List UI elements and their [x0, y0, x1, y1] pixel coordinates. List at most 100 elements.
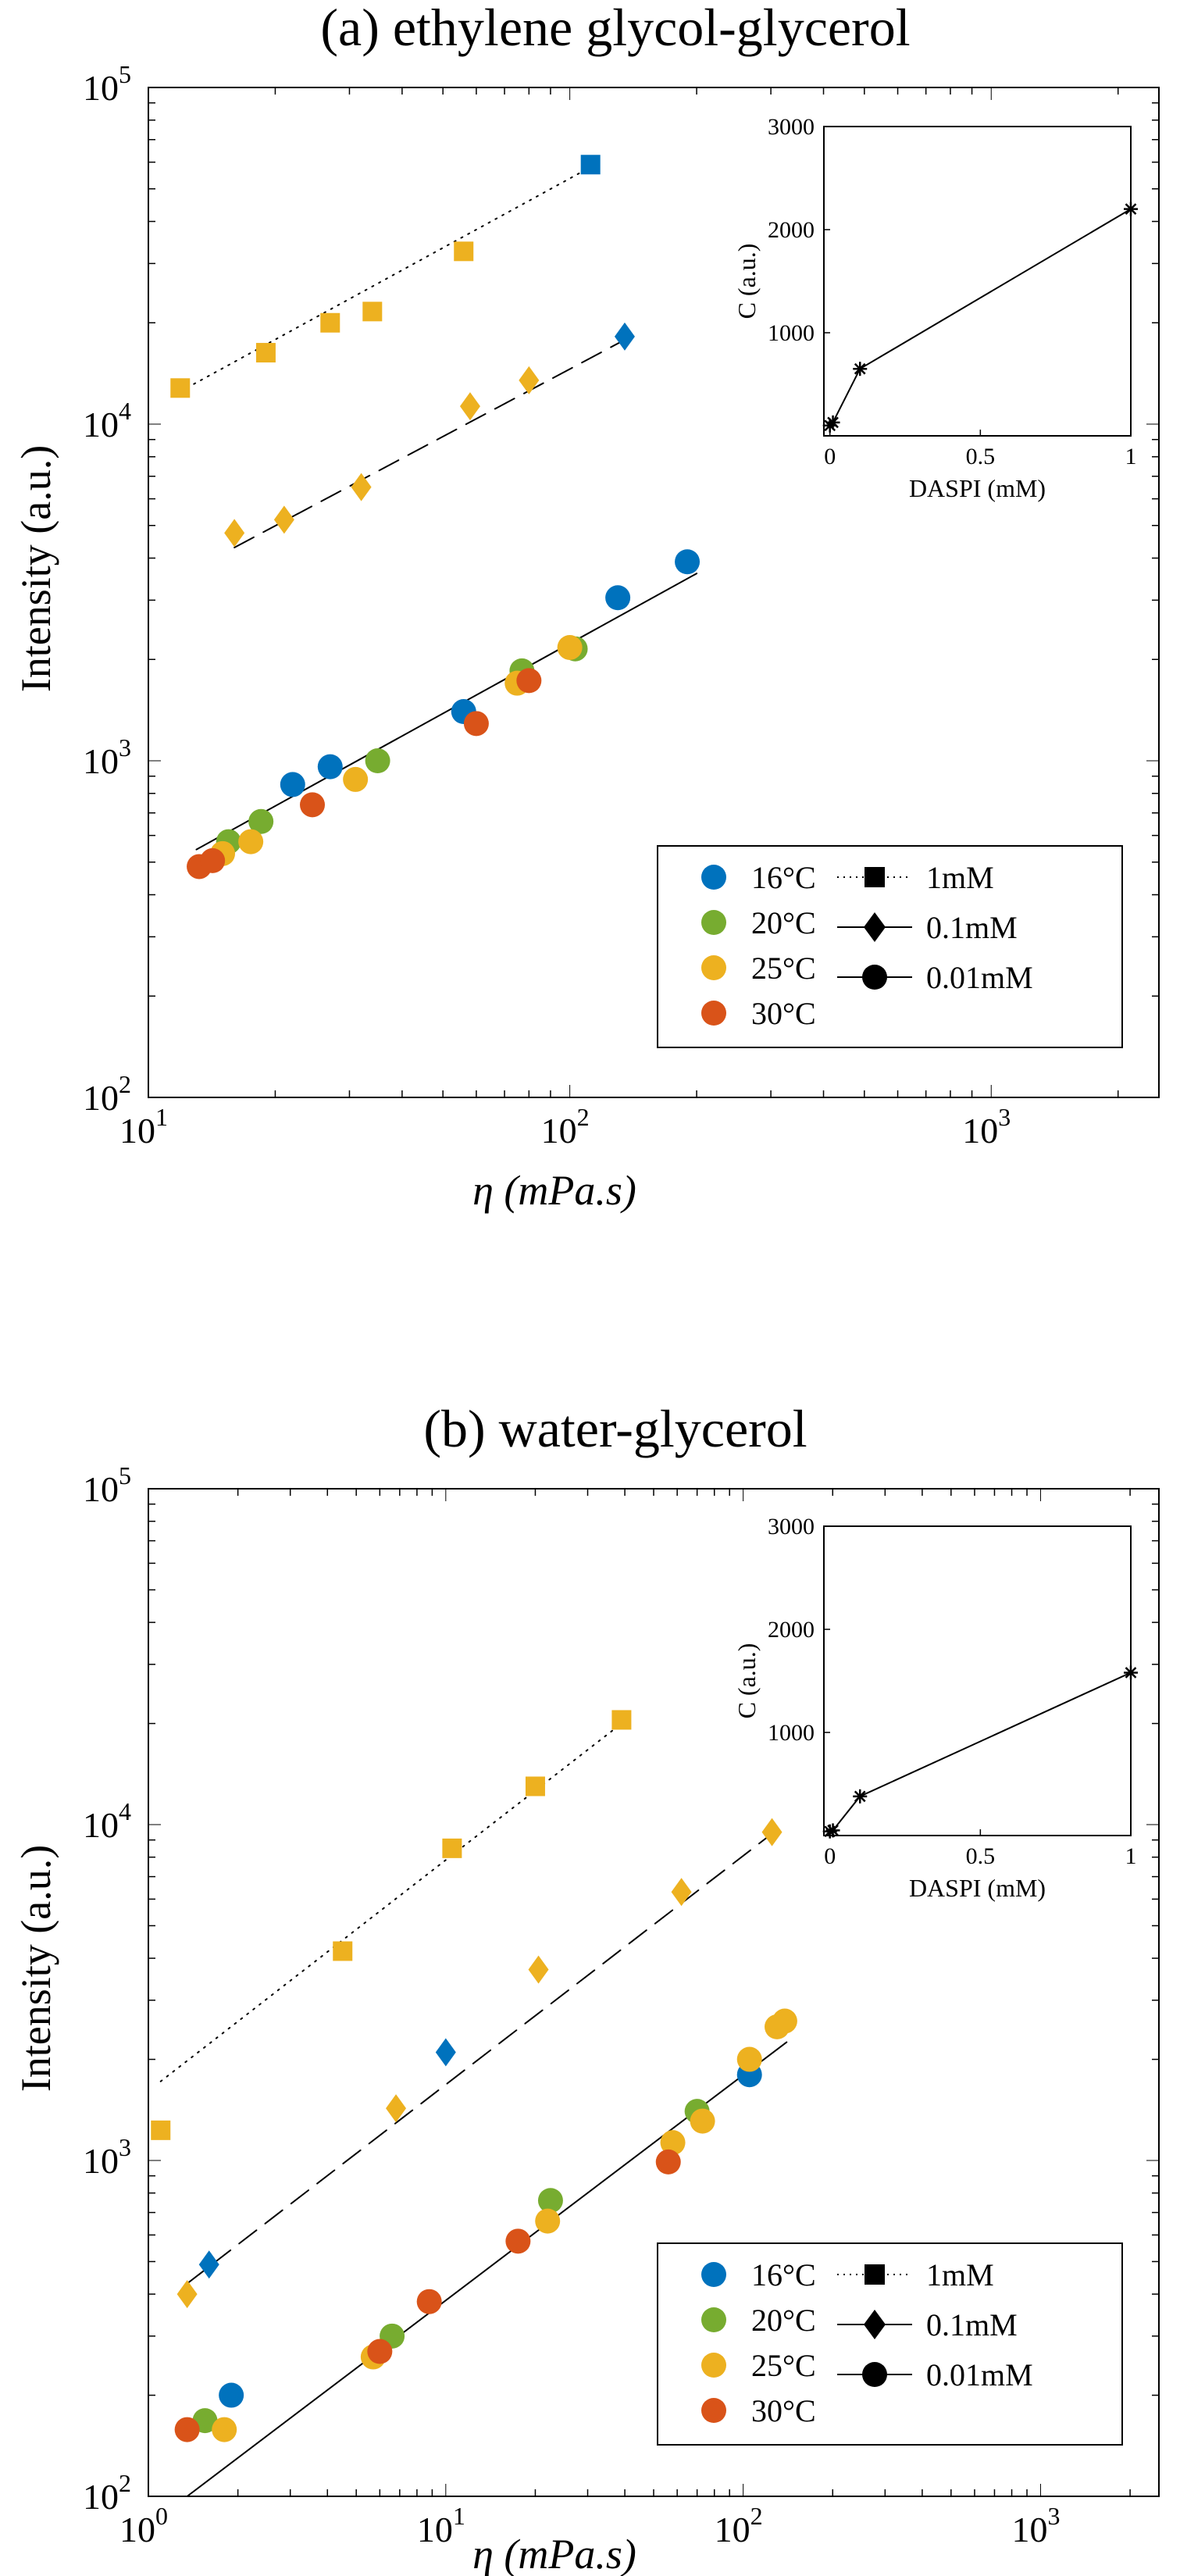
- data-point-0.1mM-25C: [528, 1955, 549, 1984]
- data-point-0.01mM-20C: [248, 808, 274, 834]
- y-tick-exponent: 4: [119, 1797, 131, 1825]
- y-tick-exponent: 2: [119, 1070, 131, 1098]
- data-point-1mM-25C: [255, 343, 276, 363]
- x-tick-base: 10: [1011, 2510, 1047, 2549]
- inset-point: [1124, 202, 1138, 216]
- legend-conc-label: 0.01mM: [926, 2357, 1033, 2392]
- panel-a-title: (a) ethylene glycol-glycerol: [320, 0, 910, 57]
- y-tick-exponent: 3: [119, 733, 131, 762]
- data-point-1mM-25C: [442, 1838, 462, 1858]
- x-tick-label: 103: [962, 1103, 1011, 1151]
- x-tick-label: 102: [541, 1103, 590, 1151]
- legend-temp-label: 25°C: [751, 2348, 816, 2383]
- data-point-0.01mM-16C: [280, 772, 305, 797]
- legend-marker-diamond: [864, 912, 886, 942]
- inset-x-tick-label: 0: [824, 444, 836, 469]
- x-tick-base: 10: [417, 2510, 453, 2549]
- y-tick-base: 10: [83, 2141, 119, 2181]
- x-tick-base: 10: [119, 1111, 155, 1151]
- legend-swatch-25C: [701, 2353, 726, 2378]
- inset-y-tick-label: 3000: [768, 114, 815, 140]
- inset-y-label: C (a.u.): [733, 244, 761, 319]
- inset-y-tick-label: 2000: [768, 217, 815, 243]
- data-point-1mM-25C: [151, 2120, 171, 2140]
- panel-b-x-axis-label: η (mPa.s): [472, 2531, 636, 2576]
- y-tick-base: 10: [83, 1078, 119, 1118]
- data-point-1mM-25C: [362, 301, 383, 322]
- y-tick-base: 10: [83, 1469, 119, 1509]
- panel-a-x-axis-label: η (mPa.s): [472, 1167, 636, 1214]
- y-tick-base: 10: [83, 405, 119, 444]
- inset-x-label: DASPI (mM): [909, 474, 1046, 502]
- inset-y-label: C (a.u.): [733, 1643, 761, 1719]
- data-point-0.01mM-25C: [660, 2130, 686, 2156]
- x-tick-label: 102: [715, 2502, 763, 2549]
- data-point-0.1mM-25C: [519, 366, 540, 394]
- legend-conc-label: 0.1mM: [926, 2307, 1018, 2342]
- panel-a-legend: 16°C 20°C 25°C 30°C 1mM 0.1mM 0.01mM: [657, 845, 1123, 1048]
- data-point-0.01mM-25C: [557, 634, 583, 660]
- data-point-0.1mM-25C: [459, 392, 480, 421]
- legend-conc-label: 1mM: [926, 860, 994, 895]
- legend-marker-square: [865, 867, 885, 887]
- x-tick-exponent: 1: [155, 1103, 168, 1131]
- data-point-1mM-16C: [580, 155, 601, 175]
- data-point-0.1mM-25C: [761, 1818, 783, 1846]
- x-tick-base: 10: [715, 2510, 750, 2549]
- y-tick-label: 102: [83, 1070, 131, 1118]
- legend-marker-square: [865, 2264, 885, 2285]
- data-point-0.01mM-30C: [655, 2149, 681, 2175]
- data-point-1mM-25C: [454, 241, 474, 262]
- data-point-0.01mM-25C: [343, 766, 369, 792]
- inset-star-stroke: [827, 1825, 839, 1836]
- inset-frame: [823, 126, 1132, 437]
- legend-conc-label: 0.1mM: [926, 910, 1018, 945]
- data-point-0.01mM-25C: [238, 829, 264, 855]
- fit-line-0.01mM: [195, 573, 698, 851]
- legend-temp-label: 30°C: [751, 996, 816, 1031]
- legend-temp-label: 25°C: [751, 951, 816, 986]
- x-tick-exponent: 2: [577, 1103, 590, 1131]
- data-point-0.01mM-30C: [200, 847, 226, 873]
- inset-point: [825, 415, 840, 430]
- x-tick-base: 10: [541, 1111, 577, 1151]
- data-point-1mM-25C: [320, 312, 340, 333]
- data-point-0.01mM-25C: [535, 2208, 561, 2234]
- panel-b-title: (b) water-glycerol: [423, 1399, 807, 1458]
- data-point-1mM-25C: [333, 1941, 353, 1961]
- data-point-0.01mM-30C: [505, 2228, 531, 2254]
- legend-marker-circle: [862, 2362, 887, 2387]
- inset-point: [1124, 1665, 1138, 1680]
- y-tick-label: 103: [83, 2133, 131, 2181]
- y-tick-base: 10: [83, 68, 119, 108]
- x-tick-exponent: 0: [155, 2502, 168, 2530]
- inset-star-stroke: [1125, 1667, 1137, 1679]
- x-tick-exponent: 3: [998, 1103, 1011, 1131]
- y-tick-label: 104: [83, 1797, 131, 1845]
- data-point-0.01mM-25C: [212, 2417, 237, 2442]
- y-tick-exponent: 5: [119, 60, 131, 88]
- legend-swatch-30C: [701, 1001, 726, 1026]
- data-point-0.1mM-25C: [176, 2280, 198, 2309]
- x-tick-exponent: 1: [453, 2502, 465, 2530]
- panel-b: (b) water-glycerol Intensity (a.u.) η (m…: [12, 1399, 1160, 2576]
- data-point-0.01mM-30C: [300, 792, 326, 818]
- x-tick-label: 100: [119, 2502, 168, 2549]
- panel-b-legend: 16°C 20°C 25°C 30°C 1mM 0.1mM 0.01mM: [657, 2242, 1123, 2446]
- y-tick-label: 105: [83, 60, 131, 108]
- y-tick-label: 105: [83, 1461, 131, 1509]
- data-point-0.01mM-30C: [416, 2289, 442, 2314]
- data-point-0.01mM-25C: [690, 2108, 715, 2134]
- inset-x-tick-label: 0.5: [966, 1843, 996, 1869]
- data-point-1mM-25C: [170, 378, 191, 398]
- data-point-0.1mM-25C: [351, 473, 372, 501]
- data-point-0.01mM-25C: [736, 2046, 762, 2072]
- inset-x-tick-label: 1: [1125, 1843, 1137, 1869]
- x-tick-exponent: 2: [750, 2502, 763, 2530]
- inset-x-tick-label: 1: [1125, 444, 1137, 469]
- fit-line-0.1mM: [186, 1832, 773, 2285]
- panel-a-y-axis-label: Intensity (a.u.): [12, 445, 59, 692]
- legend-temp-label: 16°C: [751, 2257, 816, 2292]
